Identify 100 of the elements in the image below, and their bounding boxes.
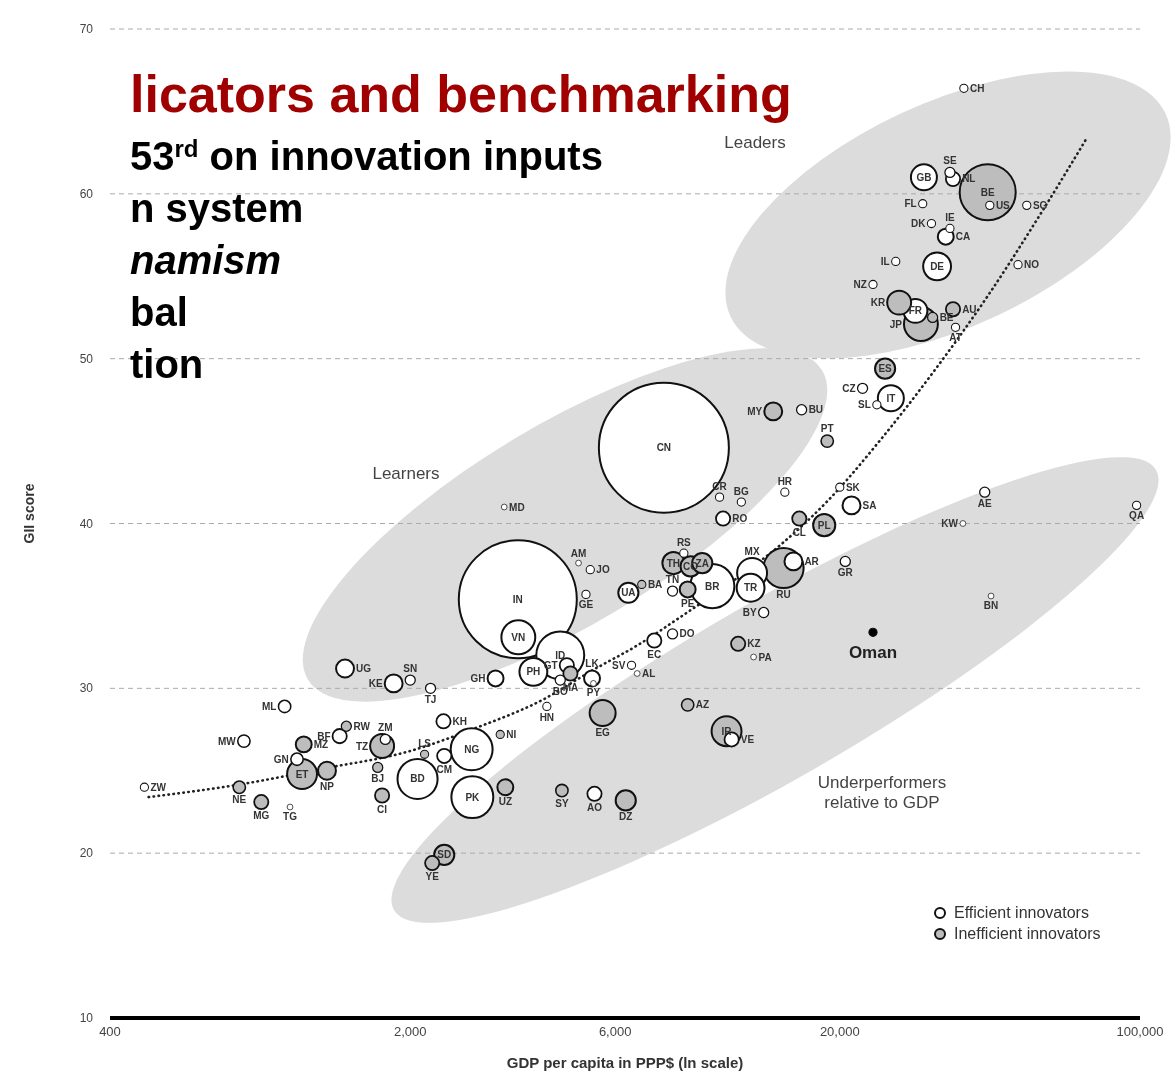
annotation: MX bbox=[744, 545, 760, 557]
annotation: IT bbox=[886, 392, 896, 404]
annotation: TR bbox=[743, 582, 759, 594]
annotation: SE bbox=[943, 155, 957, 167]
annotation: LK bbox=[585, 658, 600, 670]
annotation: SL bbox=[857, 399, 871, 411]
annotation: IR bbox=[721, 725, 733, 737]
annotation: SA bbox=[862, 499, 877, 511]
annotation: SY bbox=[555, 797, 569, 809]
annotation: IE bbox=[945, 212, 955, 224]
annotation: GH bbox=[470, 672, 486, 684]
annotation: BA bbox=[647, 578, 663, 590]
annotation: DO bbox=[679, 628, 695, 640]
annotation: MG bbox=[253, 810, 270, 822]
annotation: Underperformers relative to GDP bbox=[817, 773, 947, 813]
annotation: 53$^{rd}$ on innovation inputs bbox=[130, 134, 603, 178]
annotation: GB bbox=[916, 171, 932, 183]
annotation: EG bbox=[595, 727, 611, 739]
annotation: Leaders bbox=[724, 133, 786, 152]
y-axis-title: GII score bbox=[21, 483, 37, 544]
annotation: BY bbox=[742, 607, 757, 619]
annotation: Learners bbox=[372, 464, 440, 483]
annotation: GN bbox=[273, 753, 289, 765]
annotation: AL bbox=[642, 668, 656, 679]
annotation: TN bbox=[665, 574, 680, 586]
annotation: bal bbox=[130, 290, 188, 334]
annotation: PY bbox=[586, 687, 601, 699]
annotation: SN bbox=[403, 663, 418, 675]
annotation: NG bbox=[464, 743, 480, 755]
x-tick-label: 20,000 bbox=[819, 1024, 860, 1039]
annotation: NL bbox=[962, 173, 976, 185]
annotation: AU bbox=[962, 303, 977, 315]
annotation: CI bbox=[377, 803, 388, 815]
annotation: TH bbox=[666, 557, 681, 569]
annotation: BG bbox=[733, 485, 750, 497]
annotation: BE bbox=[939, 311, 954, 323]
legend-label: Inefficient innovators bbox=[954, 925, 1101, 942]
annotation: ZW bbox=[150, 781, 167, 793]
y-tick-label: 70 bbox=[79, 22, 94, 36]
annotation: BE bbox=[980, 186, 995, 198]
annotation: EC bbox=[647, 648, 662, 660]
annotation: FR bbox=[908, 305, 923, 317]
annotation: GE bbox=[578, 599, 594, 611]
text: licators and benchmarking bbox=[130, 65, 792, 123]
annotation: SV bbox=[612, 659, 626, 671]
annotation: BU bbox=[808, 404, 824, 416]
annotation: PA bbox=[758, 651, 772, 663]
annotation: SK bbox=[845, 481, 861, 493]
y-tick-label: 40 bbox=[79, 516, 94, 531]
annotation: YE bbox=[425, 871, 440, 883]
annotation: KR bbox=[870, 297, 886, 309]
annotation: TZ bbox=[355, 740, 369, 752]
annotation: BJ bbox=[371, 773, 385, 785]
annotation: RU bbox=[776, 589, 791, 601]
annotation: AR bbox=[804, 555, 820, 567]
annotation: CZ bbox=[842, 382, 856, 394]
annotation: BN bbox=[983, 599, 999, 611]
annotation: NZ bbox=[853, 278, 867, 290]
annotation: IL bbox=[880, 255, 890, 267]
annotation: SD bbox=[437, 849, 452, 861]
annotation: ET bbox=[295, 768, 309, 780]
y-tick-label: 20 bbox=[79, 846, 94, 861]
annotation: VN bbox=[511, 631, 526, 643]
x-tick-label: 6,000 bbox=[598, 1024, 632, 1039]
annotation: RW bbox=[353, 720, 371, 732]
y-tick-label: 30 bbox=[79, 681, 94, 696]
x-tick-label: 400 bbox=[99, 1024, 121, 1039]
annotation: MD bbox=[509, 501, 525, 513]
annotation: TG bbox=[283, 810, 298, 822]
annotation: KW bbox=[941, 518, 959, 529]
annotation: KH bbox=[452, 715, 468, 727]
annotation: KZ bbox=[747, 638, 761, 650]
annotation: ZM bbox=[378, 722, 393, 734]
annotation: DK bbox=[910, 218, 927, 229]
annotation: JP bbox=[889, 318, 903, 330]
annotation: PE bbox=[681, 598, 695, 610]
annotation: AE bbox=[977, 498, 992, 510]
annotation: GR bbox=[837, 567, 854, 579]
annotation: HR bbox=[777, 476, 793, 488]
annotation: BF bbox=[317, 730, 331, 742]
annotation: ML bbox=[262, 700, 277, 712]
annotation: DE bbox=[930, 260, 945, 272]
annotation: ID bbox=[555, 649, 566, 661]
annotation: IN bbox=[512, 593, 523, 605]
annotation: FL bbox=[904, 198, 917, 210]
x-tick-label: 100,000 bbox=[1116, 1024, 1164, 1039]
annotation: NP bbox=[320, 780, 335, 792]
y-tick-label: 50 bbox=[79, 351, 94, 366]
annotation: tion bbox=[130, 342, 204, 386]
annotation: PT bbox=[820, 422, 834, 434]
annotation: NE bbox=[232, 794, 247, 806]
annotation: MW bbox=[217, 735, 237, 747]
annotation: NI bbox=[506, 728, 517, 740]
annotation: HN bbox=[539, 711, 555, 723]
annotation: PH bbox=[526, 666, 541, 678]
annotation: QA bbox=[1129, 510, 1145, 522]
annotation: AZ bbox=[695, 699, 710, 711]
annotation: UA bbox=[621, 587, 636, 599]
annotation: AM bbox=[570, 548, 587, 560]
annotation: KE bbox=[368, 677, 384, 689]
